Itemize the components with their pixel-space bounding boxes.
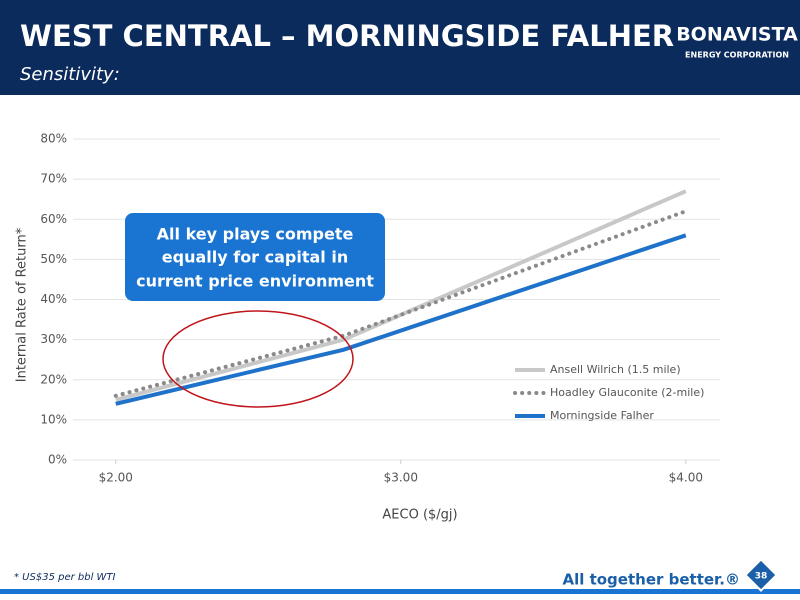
y-tick-label: 30% <box>40 332 67 346</box>
y-tick-label: 60% <box>40 212 67 226</box>
series-line <box>115 233 687 406</box>
y-tick-label: 20% <box>40 372 67 386</box>
logo: BONAVISTA <box>676 24 798 46</box>
x-tick-label: $2.00 <box>99 471 133 485</box>
y-tick-label: 80% <box>40 132 67 146</box>
header-bar <box>0 0 800 95</box>
logo-sub: ENERGY CORPORATION <box>685 51 789 60</box>
y-tick-label: 0% <box>48 453 67 467</box>
footer-bar <box>0 589 800 594</box>
x-tick-label: $4.00 <box>669 471 703 485</box>
footnote: * US$35 per bbl WTI <box>14 572 116 583</box>
series-line <box>115 189 687 402</box>
y-tick-label: 70% <box>40 172 67 186</box>
legend-label: Morningside Falher <box>550 409 654 422</box>
series-line <box>113 209 688 398</box>
callout-box <box>125 213 385 301</box>
page-diamond <box>744 558 778 592</box>
highlight-ellipse <box>162 310 354 408</box>
slide-title: WEST CENTRAL – MORNINGSIDE FALHER <box>20 19 674 53</box>
callout-text: All key plays compete <box>157 225 354 244</box>
legend-label: Ansell Wilrich (1.5 mile) <box>550 363 681 376</box>
callout-text: current price environment <box>136 272 374 291</box>
y-axis-label: Internal Rate of Return* <box>15 227 30 382</box>
page-number: 38 <box>755 572 768 582</box>
x-axis-label: AECO ($/gj) <box>382 508 457 523</box>
plot: 0% 10% 20% 30% 40% 50% 60% 70% 80% $2.00 $3.00 $4.0… <box>40 132 720 485</box>
slide-subtitle: Sensitivity: <box>20 64 120 85</box>
x-tick-label: $3.00 <box>384 471 418 485</box>
tagline: All together better.® <box>562 571 740 589</box>
legend-label: Hoadley Glauconite (2-mile) <box>550 386 704 399</box>
callout-text: equally for capital in <box>162 248 348 267</box>
y-tick-label: 40% <box>40 292 67 306</box>
y-tick-label: 50% <box>40 252 67 266</box>
y-tick-label: 10% <box>40 412 67 426</box>
